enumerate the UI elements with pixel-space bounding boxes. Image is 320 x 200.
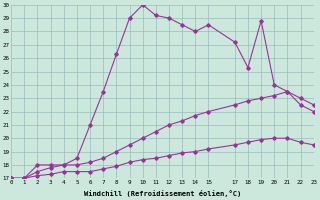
X-axis label: Windchill (Refroidissement éolien,°C): Windchill (Refroidissement éolien,°C) xyxy=(84,190,241,197)
